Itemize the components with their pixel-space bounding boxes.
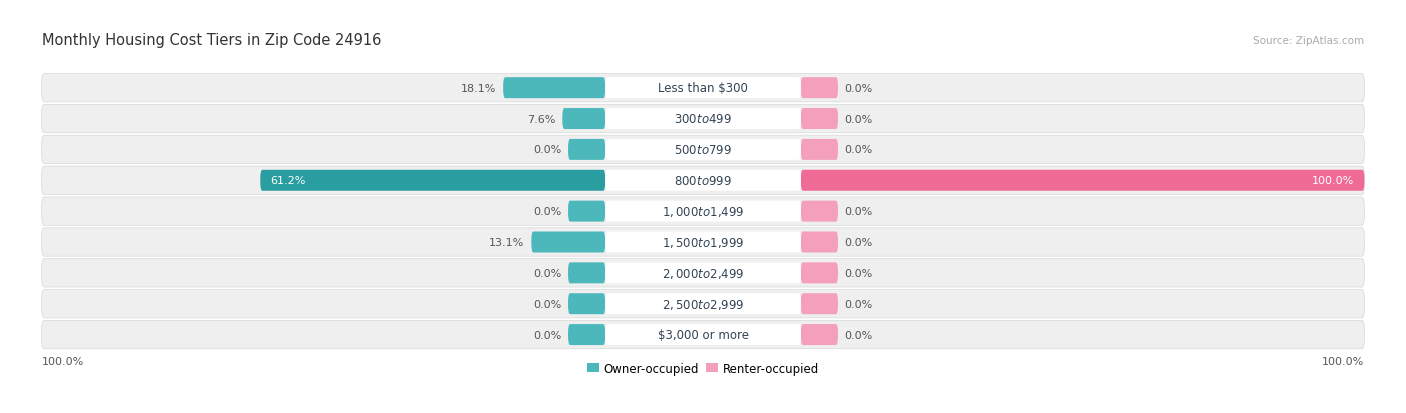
FancyBboxPatch shape [801, 324, 838, 345]
FancyBboxPatch shape [605, 140, 801, 161]
FancyBboxPatch shape [568, 324, 605, 345]
FancyBboxPatch shape [42, 228, 1364, 256]
FancyBboxPatch shape [801, 140, 838, 161]
FancyBboxPatch shape [801, 294, 838, 314]
Text: 0.0%: 0.0% [845, 237, 873, 247]
Legend: Owner-occupied, Renter-occupied: Owner-occupied, Renter-occupied [582, 357, 824, 380]
FancyBboxPatch shape [531, 232, 605, 253]
FancyBboxPatch shape [260, 170, 605, 191]
FancyBboxPatch shape [42, 290, 1364, 318]
FancyBboxPatch shape [42, 197, 1364, 226]
Text: 61.2%: 61.2% [270, 176, 305, 186]
FancyBboxPatch shape [801, 232, 838, 253]
Text: 0.0%: 0.0% [533, 330, 561, 340]
Text: Monthly Housing Cost Tiers in Zip Code 24916: Monthly Housing Cost Tiers in Zip Code 2… [42, 33, 381, 48]
Text: 18.1%: 18.1% [461, 83, 496, 93]
FancyBboxPatch shape [605, 232, 801, 253]
Text: $300 to $499: $300 to $499 [673, 113, 733, 126]
Text: $2,000 to $2,499: $2,000 to $2,499 [662, 266, 744, 280]
Text: $1,500 to $1,999: $1,500 to $1,999 [662, 235, 744, 249]
Text: $1,000 to $1,499: $1,000 to $1,499 [662, 204, 744, 218]
Text: 0.0%: 0.0% [533, 299, 561, 309]
Text: 0.0%: 0.0% [533, 268, 561, 278]
FancyBboxPatch shape [801, 170, 1364, 191]
Text: 0.0%: 0.0% [845, 114, 873, 124]
Text: 0.0%: 0.0% [845, 299, 873, 309]
FancyBboxPatch shape [562, 109, 605, 130]
Text: 7.6%: 7.6% [527, 114, 555, 124]
FancyBboxPatch shape [42, 74, 1364, 102]
FancyBboxPatch shape [568, 140, 605, 161]
FancyBboxPatch shape [801, 109, 838, 130]
Text: $500 to $799: $500 to $799 [673, 144, 733, 157]
Text: 0.0%: 0.0% [533, 145, 561, 155]
Text: Source: ZipAtlas.com: Source: ZipAtlas.com [1253, 36, 1364, 46]
FancyBboxPatch shape [605, 109, 801, 130]
Text: 0.0%: 0.0% [845, 330, 873, 340]
FancyBboxPatch shape [605, 324, 801, 345]
FancyBboxPatch shape [605, 201, 801, 222]
FancyBboxPatch shape [503, 78, 605, 99]
FancyBboxPatch shape [42, 167, 1364, 195]
Text: 0.0%: 0.0% [533, 206, 561, 216]
FancyBboxPatch shape [605, 170, 801, 191]
FancyBboxPatch shape [42, 259, 1364, 287]
FancyBboxPatch shape [801, 263, 838, 284]
Text: $800 to $999: $800 to $999 [673, 174, 733, 188]
FancyBboxPatch shape [568, 201, 605, 222]
Text: $2,500 to $2,999: $2,500 to $2,999 [662, 297, 744, 311]
FancyBboxPatch shape [605, 78, 801, 99]
FancyBboxPatch shape [605, 263, 801, 284]
FancyBboxPatch shape [42, 320, 1364, 349]
Text: 100.0%: 100.0% [1312, 176, 1354, 186]
FancyBboxPatch shape [801, 78, 838, 99]
Text: $3,000 or more: $3,000 or more [658, 328, 748, 341]
Text: 0.0%: 0.0% [845, 206, 873, 216]
Text: 0.0%: 0.0% [845, 83, 873, 93]
Text: Less than $300: Less than $300 [658, 82, 748, 95]
Text: 0.0%: 0.0% [845, 145, 873, 155]
FancyBboxPatch shape [568, 294, 605, 314]
FancyBboxPatch shape [605, 294, 801, 314]
FancyBboxPatch shape [42, 105, 1364, 133]
FancyBboxPatch shape [42, 136, 1364, 164]
Text: 100.0%: 100.0% [42, 356, 84, 366]
FancyBboxPatch shape [801, 201, 838, 222]
Text: 0.0%: 0.0% [845, 268, 873, 278]
FancyBboxPatch shape [568, 263, 605, 284]
Text: 13.1%: 13.1% [489, 237, 524, 247]
Text: 100.0%: 100.0% [1322, 356, 1364, 366]
